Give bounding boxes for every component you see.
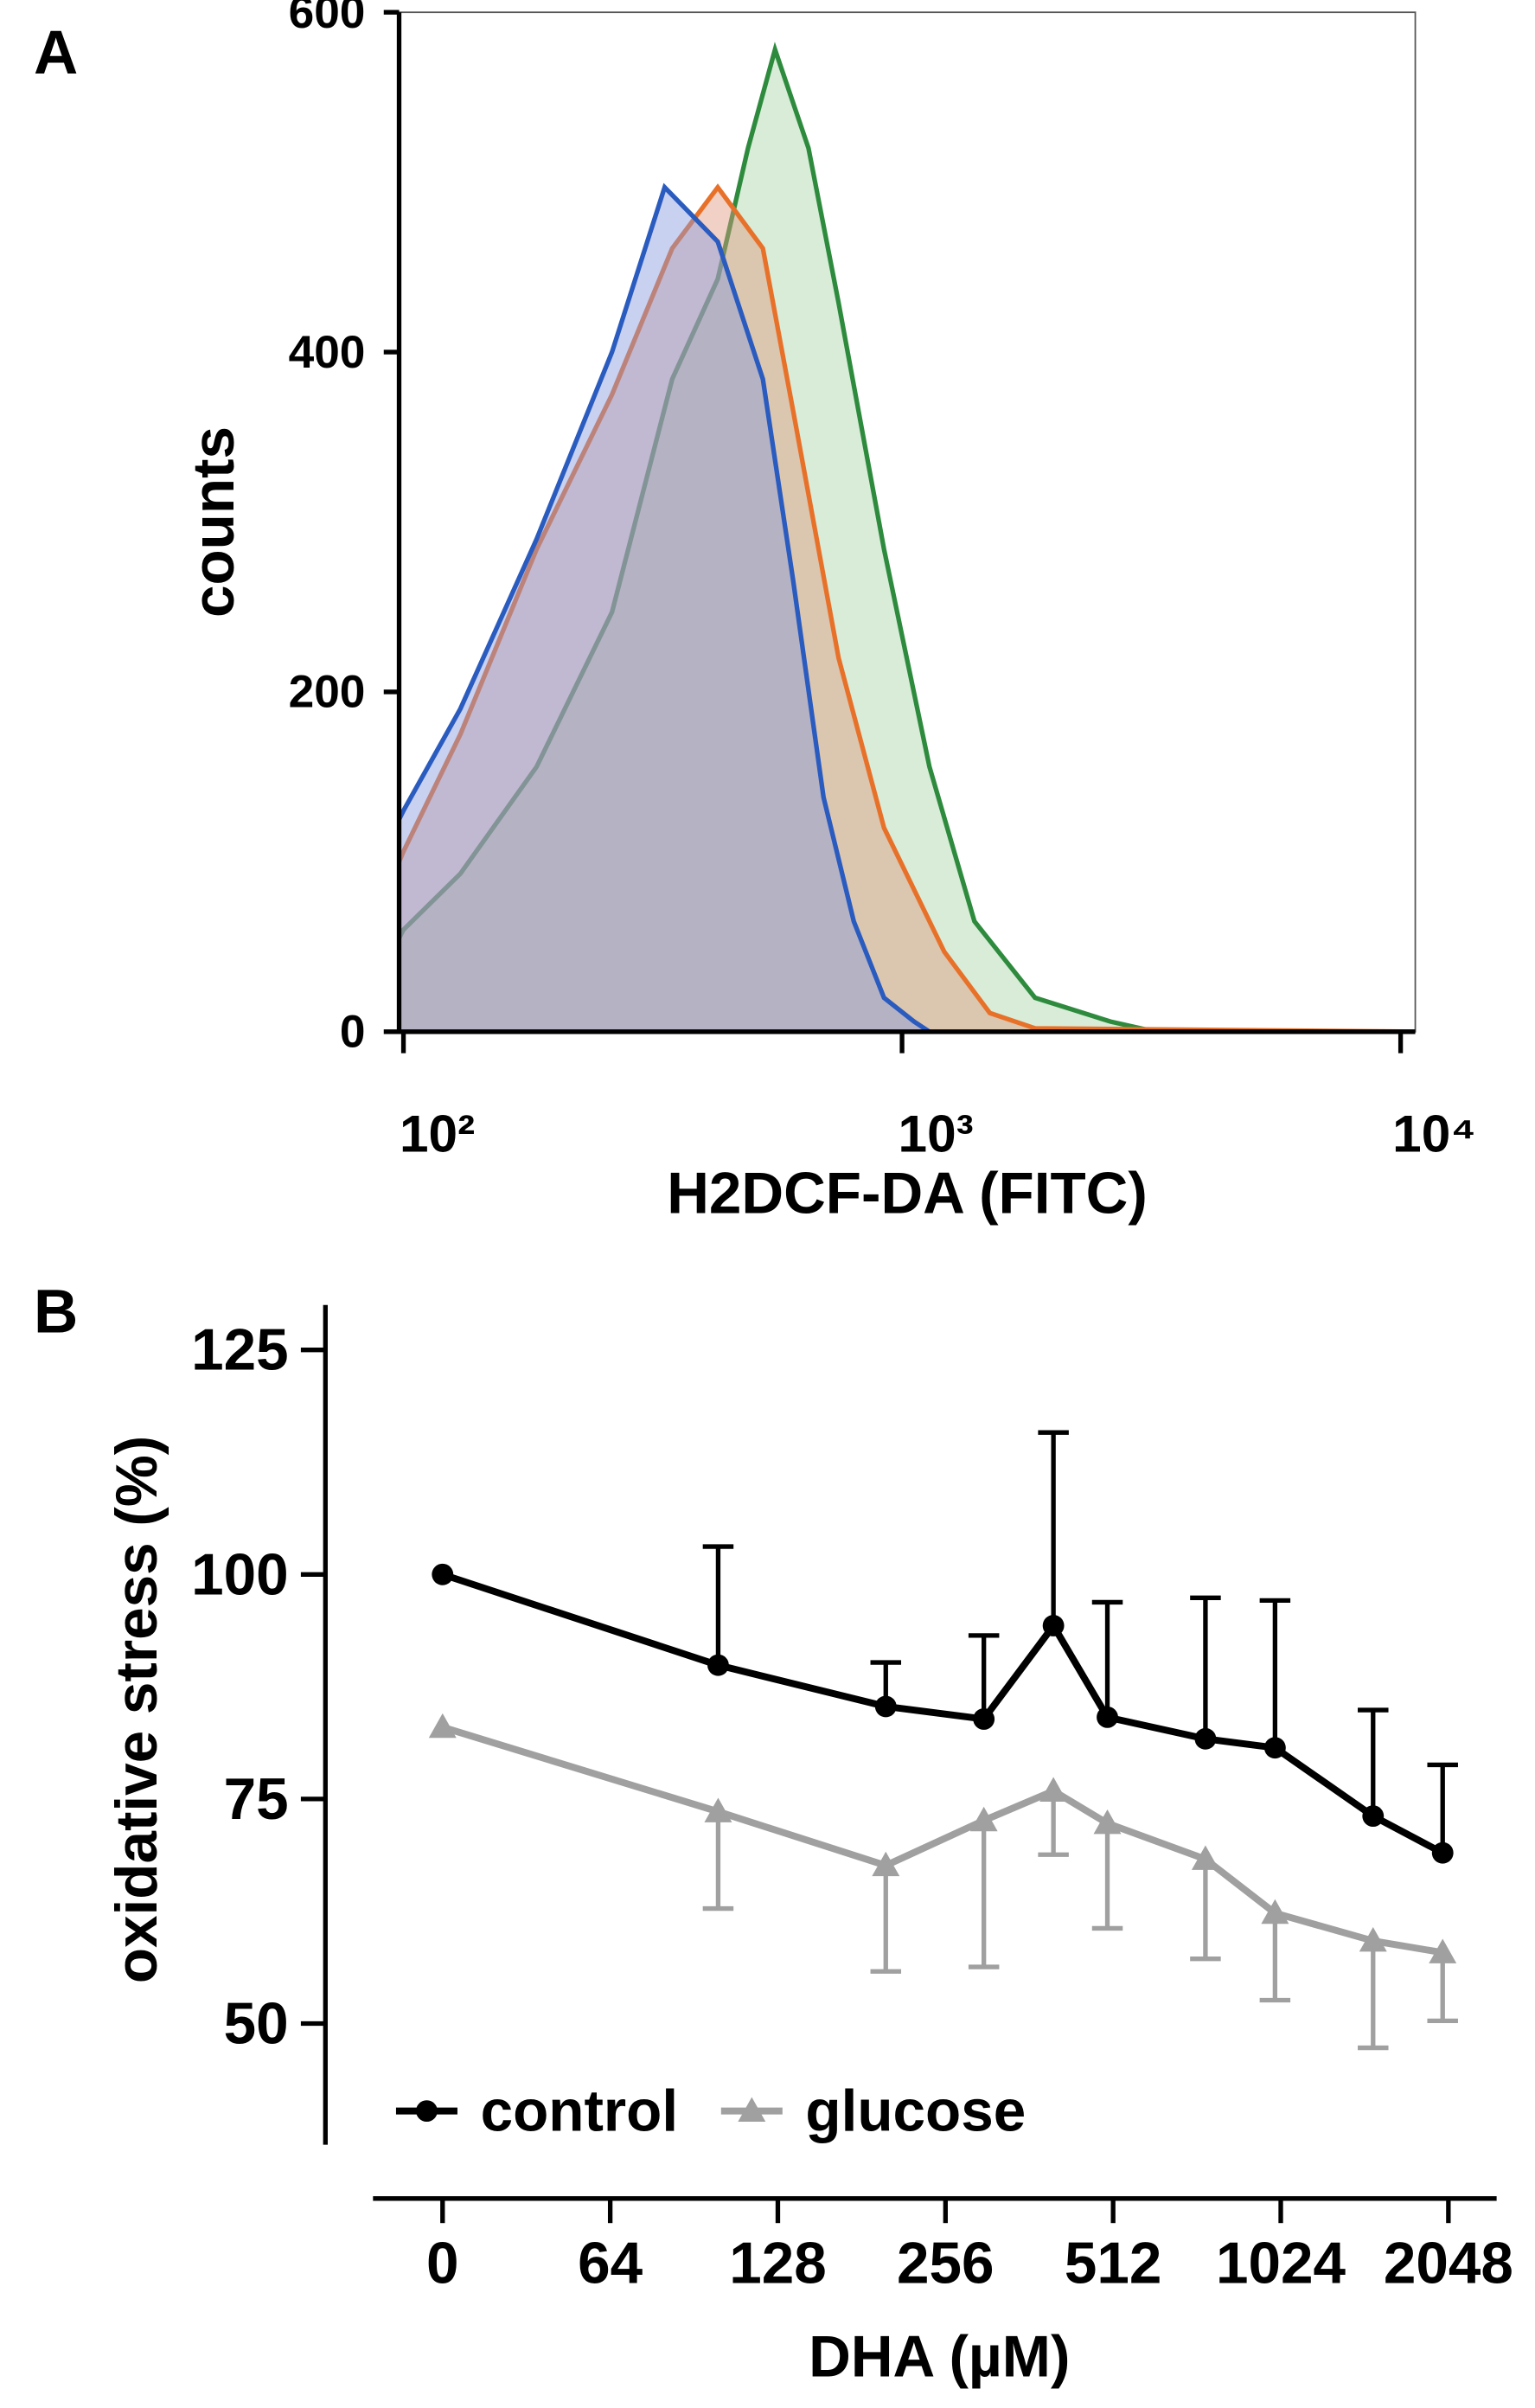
data-point <box>1191 1845 1219 1870</box>
x-tick-label: 128 <box>729 2231 827 2296</box>
y-tick-label: 125 <box>191 1318 289 1383</box>
y-tick-label: 50 <box>224 1992 289 2057</box>
y-tick-label: 400 <box>289 327 366 378</box>
data-point <box>1362 1805 1385 1828</box>
data-point <box>1261 1899 1289 1924</box>
series-line <box>441 1571 1445 1856</box>
data-point <box>1359 1926 1387 1952</box>
legend-label: control <box>481 2079 679 2144</box>
data-point <box>872 1851 900 1877</box>
y-axis-title: oxidative stress (%) <box>105 1436 169 1983</box>
data-point <box>1042 1615 1065 1636</box>
x-tick-label: 64 <box>578 2231 643 2296</box>
x-axis-title: H2DCF-DA (FITC) <box>667 1161 1148 1226</box>
data-point <box>969 1806 998 1832</box>
x-tick-label: 10⁴ <box>1392 1104 1476 1162</box>
x-tick-label: 1024 <box>1216 2231 1346 2296</box>
data-point <box>1194 1727 1217 1750</box>
x-tick-label: 512 <box>1065 2231 1162 2296</box>
data-point <box>1263 1737 1286 1759</box>
data-point <box>1039 1777 1068 1802</box>
data-point <box>1431 1841 1454 1864</box>
y-tick-label: 600 <box>289 0 366 38</box>
data-point <box>1097 1706 1118 1728</box>
legend-marker <box>738 2097 766 2123</box>
y-tick-label: 0 <box>340 1007 366 1058</box>
y-tick-label: 75 <box>224 1767 289 1832</box>
legend-marker <box>416 2100 438 2123</box>
area-line <box>397 42 1157 1034</box>
data-point <box>432 1563 454 1585</box>
data-point <box>704 1797 732 1822</box>
x-tick-label: 0 <box>426 2231 459 2296</box>
legend-label: glucose <box>805 2079 1026 2144</box>
data-point <box>707 1654 729 1676</box>
data-point <box>973 1708 995 1730</box>
data-point <box>1429 1938 1457 1963</box>
area-line <box>397 183 1416 1034</box>
data-point <box>428 1713 457 1739</box>
x-tick-label: 256 <box>897 2231 995 2296</box>
series-line <box>441 1724 1443 1956</box>
area-line <box>397 183 931 1034</box>
data-point <box>874 1695 897 1718</box>
x-tick-label: 10³ <box>899 1104 974 1162</box>
x-axis-title: DHA (µM) <box>809 2325 1070 2390</box>
y-tick-label: 100 <box>191 1542 289 1607</box>
panel-label: B <box>34 1278 78 1347</box>
panel-label: A <box>34 19 78 87</box>
data-point <box>1093 1809 1122 1835</box>
y-tick-label: 200 <box>289 667 366 718</box>
y-axis-title: counts <box>182 426 246 618</box>
area-fill <box>399 187 1416 1032</box>
area-fill <box>399 187 930 1032</box>
area-fill <box>399 49 1156 1032</box>
x-tick-label: 2048 <box>1384 2231 1513 2296</box>
x-tick-label: 10² <box>400 1104 475 1162</box>
